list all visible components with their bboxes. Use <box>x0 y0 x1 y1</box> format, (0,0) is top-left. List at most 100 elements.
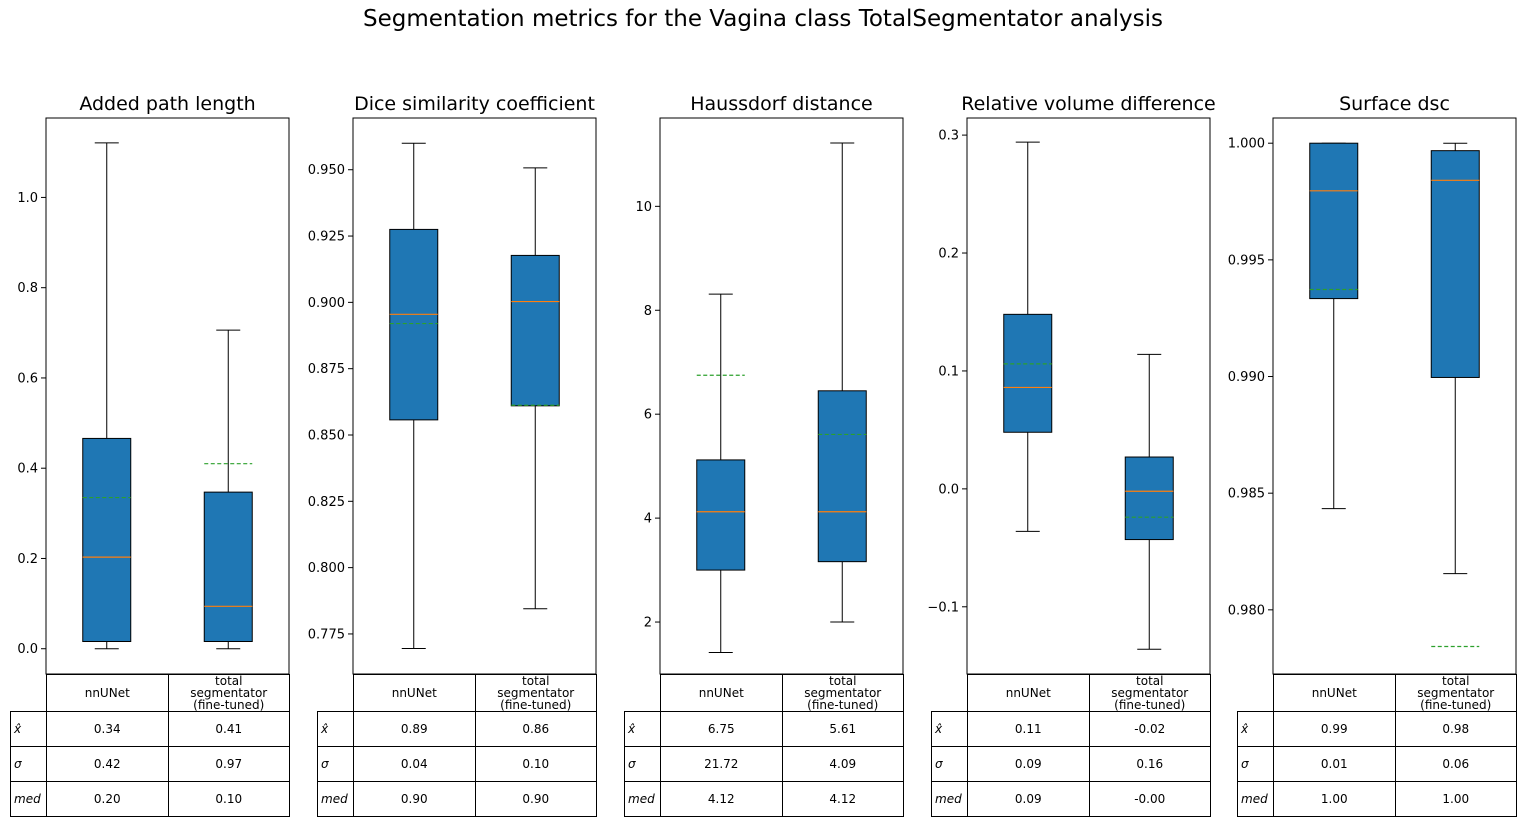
y-tick-label: 0.8 <box>17 281 38 296</box>
y-tick-label: 2 <box>644 616 652 631</box>
col-header-line: total <box>1442 674 1470 688</box>
row-label: σ <box>10 746 47 782</box>
y-tick-label: 0.4 <box>17 462 38 477</box>
y-tick-label: 0.900 <box>308 296 345 311</box>
table-row-mean: x̂ 0.11 -0.02 <box>931 711 1211 747</box>
table-row-mean: x̂ 0.89 0.86 <box>317 711 597 747</box>
iqr-box <box>1430 150 1480 378</box>
table-row-med: med 0.20 0.10 <box>10 781 290 817</box>
table-row-mean: x̂ 0.99 0.98 <box>1237 711 1517 747</box>
table-cell: 4.09 <box>781 746 904 782</box>
table-cell: 0.90 <box>474 781 597 817</box>
y-tick-label: 0.2 <box>17 552 38 567</box>
table-cell: 0.42 <box>46 746 169 782</box>
col-header-line: (fine-tuned) <box>500 698 572 712</box>
table-cell: 0.90 <box>353 781 476 817</box>
y-tick-label: 0.950 <box>308 163 345 178</box>
col-header-nnunet: nnUNet <box>46 674 169 712</box>
y-tick-label: 0.980 <box>1228 603 1265 618</box>
col-header-line: segmentator <box>1417 686 1495 700</box>
table-row-med: med 4.12 4.12 <box>624 781 904 817</box>
row-label: med <box>1237 781 1274 817</box>
row-label: x̂ <box>624 711 661 747</box>
panel-title: Dice similarity coefficient <box>354 93 595 115</box>
row-label: med <box>624 781 661 817</box>
panel-title: Haussdorf distance <box>690 93 873 115</box>
table-cell: -0.02 <box>1088 711 1211 747</box>
stats-table-5: nnUNet total segmentator (fine-tuned) x̂ 0.99… <box>1237 674 1517 817</box>
col-header-total-segmentator: total segmentator (fine-tuned) <box>1088 674 1211 712</box>
iqr-box <box>510 254 560 407</box>
table-cell: 1.00 <box>1394 781 1517 817</box>
table-cell: 1.00 <box>1273 781 1396 817</box>
row-label: σ <box>624 746 661 782</box>
table-cell: 0.99 <box>1273 711 1396 747</box>
y-tick-label: 10 <box>635 200 652 215</box>
table-cell: 0.11 <box>967 711 1090 747</box>
row-label: med <box>10 781 47 817</box>
iqr-box <box>1309 142 1359 300</box>
table-row-std: σ 0.04 0.10 <box>317 746 597 782</box>
y-tick-label: 0.990 <box>1228 370 1265 385</box>
figure-title: Segmentation metrics for the Vagina clas… <box>362 6 1164 32</box>
y-tick-label: 0.3 <box>938 129 959 144</box>
col-header-line: (fine-tuned) <box>1114 698 1186 712</box>
table-cell: 0.34 <box>46 711 169 747</box>
table-row-med: med 0.90 0.90 <box>317 781 597 817</box>
iqr-box <box>82 437 132 643</box>
col-header-line: total <box>1136 674 1164 688</box>
box-total-segmentator <box>203 329 253 650</box>
table-cell: 0.10 <box>474 746 597 782</box>
panel-title: Relative volume difference <box>961 93 1215 115</box>
box-total-segmentator <box>1124 353 1174 650</box>
col-header-nnunet: nnUNet <box>1273 674 1396 712</box>
table-row-std: σ 0.01 0.06 <box>1237 746 1517 782</box>
table-cell: 21.72 <box>660 746 783 782</box>
iqr-box <box>1124 456 1174 541</box>
y-tick-label: 0.1 <box>938 364 959 379</box>
table-row-std: σ 21.72 4.09 <box>624 746 904 782</box>
row-label: x̂ <box>1237 711 1274 747</box>
table-row-std: σ 0.09 0.16 <box>931 746 1211 782</box>
row-label: x̂ <box>317 711 354 747</box>
stats-table-2: nnUNet total segmentator (fine-tuned) x̂ 0.89… <box>317 674 597 817</box>
iqr-box <box>1003 313 1053 433</box>
y-tick-label: 1.000 <box>1228 137 1265 152</box>
y-tick-label: 1.0 <box>17 191 38 206</box>
box-total-segmentator <box>1430 142 1480 648</box>
table-cell: 0.06 <box>1394 746 1517 782</box>
y-tick-label: 0.925 <box>308 230 345 245</box>
y-tick-label: 4 <box>644 512 652 527</box>
box-total-segmentator <box>817 142 867 623</box>
col-header-line: segmentator <box>190 686 268 700</box>
col-header-nnunet: nnUNet <box>660 674 783 712</box>
col-header-total-segmentator: total segmentator (fine-tuned) <box>474 674 597 712</box>
y-tick-label: 0.995 <box>1228 253 1265 268</box>
col-header-nnunet: nnUNet <box>353 674 476 712</box>
chart-panel-1: Added path length 0.0 0.2 0.4 0.6 0.8 1.0 <box>17 93 290 675</box>
table-cell: 0.01 <box>1273 746 1396 782</box>
col-header-line: segmentator <box>497 686 575 700</box>
y-tick-label: 0.850 <box>308 428 345 443</box>
stats-table-3: nnUNet total segmentator (fine-tuned) x̂ 6.75… <box>624 674 904 817</box>
col-header-total-segmentator: total segmentator (fine-tuned) <box>781 674 904 712</box>
row-label: σ <box>931 746 968 782</box>
stats-table-1: nnUNet total segmentator (fine-tuned) x̂ 0.34… <box>10 674 290 817</box>
y-tick-label: 0.800 <box>308 561 345 576</box>
chart-panel-3: Haussdorf distance 2 4 6 8 10 <box>635 93 904 675</box>
table-cell: 0.98 <box>1394 711 1517 747</box>
y-tick-label: 0.0 <box>17 642 38 657</box>
y-tick-label: 0.875 <box>308 362 345 377</box>
table-cell: 0.09 <box>967 781 1090 817</box>
col-header-line: total <box>829 674 857 688</box>
row-label: med <box>317 781 354 817</box>
y-tick-label: 0.775 <box>308 627 345 642</box>
row-label: σ <box>317 746 354 782</box>
table-row-std: σ 0.42 0.97 <box>10 746 290 782</box>
table-row-med: med 1.00 1.00 <box>1237 781 1517 817</box>
table-cell: 0.97 <box>167 746 290 782</box>
col-header-total-segmentator: total segmentator (fine-tuned) <box>1394 674 1517 712</box>
box-nnunet <box>1003 141 1053 532</box>
col-header-line: (fine-tuned) <box>193 698 265 712</box>
